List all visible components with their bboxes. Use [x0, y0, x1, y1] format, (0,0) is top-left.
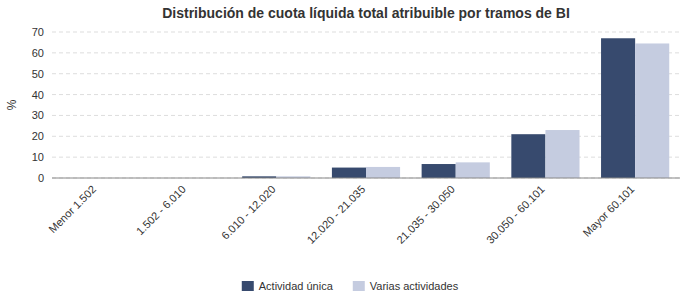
bar	[635, 43, 669, 178]
bar	[422, 164, 456, 178]
y-tick-label: 70	[32, 26, 44, 38]
grid-line	[52, 115, 680, 116]
grid-line	[52, 178, 680, 179]
grid-line	[52, 32, 680, 33]
grid-line	[52, 157, 680, 158]
bar	[601, 38, 635, 178]
legend-label: Varias actividades	[370, 280, 459, 292]
grid-line	[52, 136, 680, 137]
series	[242, 38, 635, 178]
x-tick-label: 6.010 - 12.020	[219, 183, 278, 242]
x-tick-label: 30.050 - 60.101	[484, 183, 547, 246]
legend: Actividad única Varias actividades	[242, 280, 459, 292]
x-tick-label: 1.502 - 6.010	[134, 183, 188, 237]
y-ticks: 0 10 20 30 40 50 60 70	[32, 26, 44, 184]
grid-line	[52, 94, 680, 95]
x-tick-label: Mayor 60.101	[581, 183, 637, 239]
legend-swatch	[242, 281, 254, 291]
y-tick-label: 30	[32, 109, 44, 121]
grid	[52, 32, 680, 178]
bar	[511, 134, 545, 178]
legend-item: Actividad única	[242, 280, 334, 292]
x-axis-line	[52, 178, 680, 179]
y-tick-label: 50	[32, 68, 44, 80]
x-tick-label: 12.020 - 21.035	[304, 183, 367, 246]
y-tick-label: 0	[38, 172, 44, 184]
title: Distribución de cuota líquida total atri…	[162, 5, 570, 21]
bar	[332, 168, 366, 178]
series	[276, 43, 669, 178]
bar	[366, 167, 400, 178]
y-axis-label: %	[5, 99, 19, 110]
legend-item: Varias actividades	[353, 280, 459, 292]
legend-label: Actividad única	[259, 280, 334, 292]
bars	[242, 38, 669, 178]
x-ticks: Menor 1.502 1.502 - 6.010 6.010 - 12.020 12…	[46, 183, 636, 246]
x-tick-label: Menor 1.502	[46, 183, 98, 235]
y-tick-label: 20	[32, 130, 44, 142]
y-tick-label: 60	[32, 47, 44, 59]
chart: Distribución de cuota líquida total atri…	[0, 0, 700, 300]
y-tick-label: 10	[32, 151, 44, 163]
grid-line	[52, 73, 680, 74]
bar	[456, 162, 490, 178]
grid-line	[52, 52, 680, 53]
bar	[545, 130, 579, 178]
legend-swatch	[353, 281, 365, 291]
y-tick-label: 40	[32, 89, 44, 101]
x-tick-label: 21.035 - 30.050	[394, 183, 457, 246]
